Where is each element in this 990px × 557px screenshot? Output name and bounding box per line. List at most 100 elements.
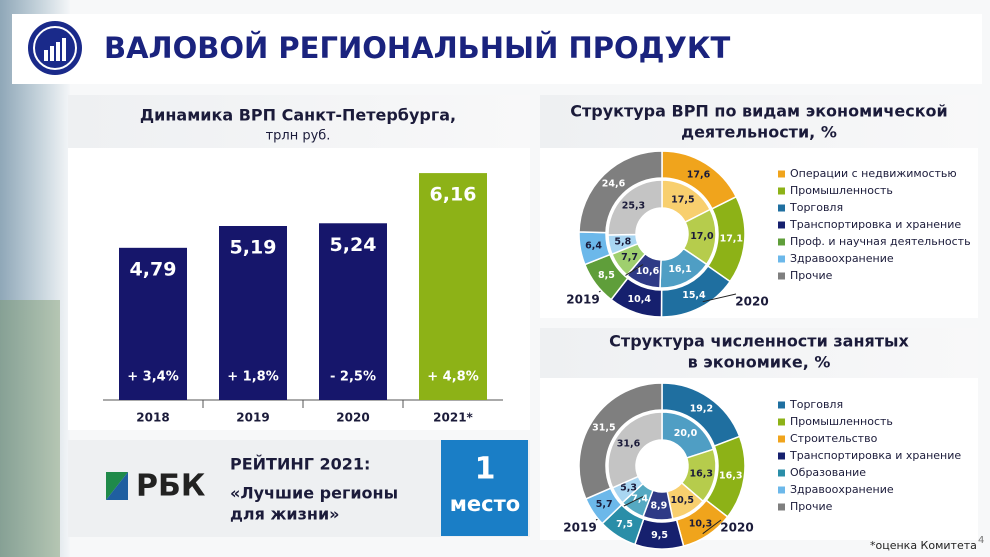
x-tick-label: 2020	[336, 411, 369, 425]
legend-label: Прочие	[790, 269, 833, 282]
panel-header	[68, 95, 530, 148]
legend-swatch	[778, 221, 785, 229]
legend-swatch	[778, 469, 785, 477]
rank-box	[441, 440, 528, 536]
segment-label: 8,9	[650, 500, 667, 511]
bar	[119, 247, 187, 400]
segment-label: 7,5	[616, 519, 633, 530]
series-label: 2020	[720, 521, 753, 535]
segment-label: 8,5	[598, 270, 615, 281]
segment-label: 16,3	[719, 471, 742, 482]
segment-label: 16,3	[689, 468, 712, 479]
rating-text: для жизни»	[230, 505, 340, 524]
chart-subtitle: трлн руб.	[266, 129, 331, 144]
segment-label: 19,2	[690, 403, 713, 414]
footnote: *оценка Комитета	[870, 539, 977, 552]
legend-swatch	[778, 435, 785, 443]
legend-label: Торговля	[789, 201, 843, 214]
bar-growth-label: + 4,8%	[427, 370, 478, 385]
legend-label: Образование	[790, 466, 866, 479]
legend-swatch	[778, 204, 785, 212]
legend-label: Транспортировка и хранение	[789, 218, 961, 231]
legend-swatch	[778, 486, 785, 494]
legend-label: Торговля	[789, 398, 843, 411]
legend-label: Промышленность	[790, 184, 893, 197]
chart-title: Динамика ВРП Санкт-Петербурга,	[140, 106, 456, 125]
header-title: ВАЛОВОЙ РЕГИОНАЛЬНЫЙ ПРОДУКТ	[104, 31, 731, 65]
header-icon-ring	[33, 26, 77, 70]
donut-segment	[607, 179, 663, 236]
bar	[419, 173, 487, 400]
segment-label: 10,5	[671, 495, 694, 506]
segment-label: 7,7	[621, 252, 638, 263]
segment-label: 5,3	[620, 482, 637, 493]
segment-label: 16,1	[668, 264, 691, 275]
segment-label: 10,6	[636, 266, 660, 277]
logo-text: РБК	[136, 469, 206, 504]
photo-strip	[0, 0, 70, 557]
series-pointer	[702, 519, 722, 535]
rating-text: «Лучшие регионы	[230, 484, 398, 503]
panel-header	[540, 328, 978, 378]
chart-title: деятельности, %	[681, 123, 837, 142]
donut-segment	[607, 411, 663, 489]
x-tick-label: 2021*	[433, 411, 473, 425]
legend-swatch	[778, 503, 785, 511]
segment-label: 25,3	[622, 200, 645, 211]
bar	[319, 223, 387, 400]
segment-label: 24,6	[602, 179, 626, 190]
segment-label: 17,1	[720, 234, 743, 245]
legend-swatch	[778, 187, 785, 195]
segment-label: 17,5	[671, 194, 694, 205]
header-icon	[28, 21, 82, 75]
chart-title: Структура ВРП по видам экономической	[570, 102, 948, 121]
legend-swatch	[778, 418, 785, 426]
legend-label: Прочие	[790, 500, 833, 513]
bar-growth-label: - 2,5%	[330, 370, 376, 385]
series-pointer	[702, 293, 737, 303]
bar-value-label: 5,24	[330, 234, 377, 256]
legend-swatch	[778, 272, 785, 280]
segment-label: 5,7	[596, 499, 613, 510]
legend-swatch	[778, 255, 785, 263]
segment-label: 9,5	[651, 530, 668, 541]
bar-value-label: 5,19	[230, 237, 277, 259]
bar-value-label: 6,16	[430, 184, 477, 206]
panel-header	[540, 95, 978, 148]
rank: 1	[475, 452, 496, 487]
legend-swatch	[778, 401, 785, 409]
segment-label: 15,4	[682, 290, 706, 301]
rating-title: РЕЙТИНГ 2021:	[230, 455, 370, 474]
x-tick-label: 2019	[236, 411, 269, 425]
header-icon-bars	[44, 38, 66, 61]
segment-label: 10,3	[689, 518, 712, 529]
bar-value-label: 4,79	[130, 258, 177, 280]
segment-label: 7,4	[631, 494, 648, 505]
series-label: 2020	[735, 295, 768, 309]
segment-label: 31,5	[592, 422, 615, 433]
legend-label: Строительство	[790, 432, 878, 445]
legend-label: Здравоохранение	[790, 483, 894, 496]
segment-label: 17,6	[687, 169, 711, 180]
legend-label: Проф. и научная деятельность	[790, 235, 971, 248]
segment-label: 17,0	[690, 231, 714, 242]
page-number: 4	[978, 535, 984, 546]
donut-segment	[578, 382, 663, 500]
bar-growth-label: + 3,4%	[127, 370, 178, 385]
bar-growth-label: + 1,8%	[227, 370, 278, 385]
donut-segment	[578, 150, 663, 234]
legend-swatch	[778, 170, 785, 178]
segment-label: 31,6	[617, 439, 641, 450]
x-tick-label: 2018	[136, 411, 169, 425]
series-label: 2019	[566, 293, 599, 307]
segment-label: 5,8	[614, 236, 631, 247]
legend-label: Операции с недвижимостью	[790, 167, 957, 180]
rank-label: место	[450, 492, 520, 516]
legend-swatch	[778, 452, 785, 460]
logo-mark	[106, 472, 128, 500]
legend-label: Здравоохранение	[790, 252, 894, 265]
segment-label: 6,4	[585, 241, 602, 252]
header-bar	[12, 14, 982, 84]
